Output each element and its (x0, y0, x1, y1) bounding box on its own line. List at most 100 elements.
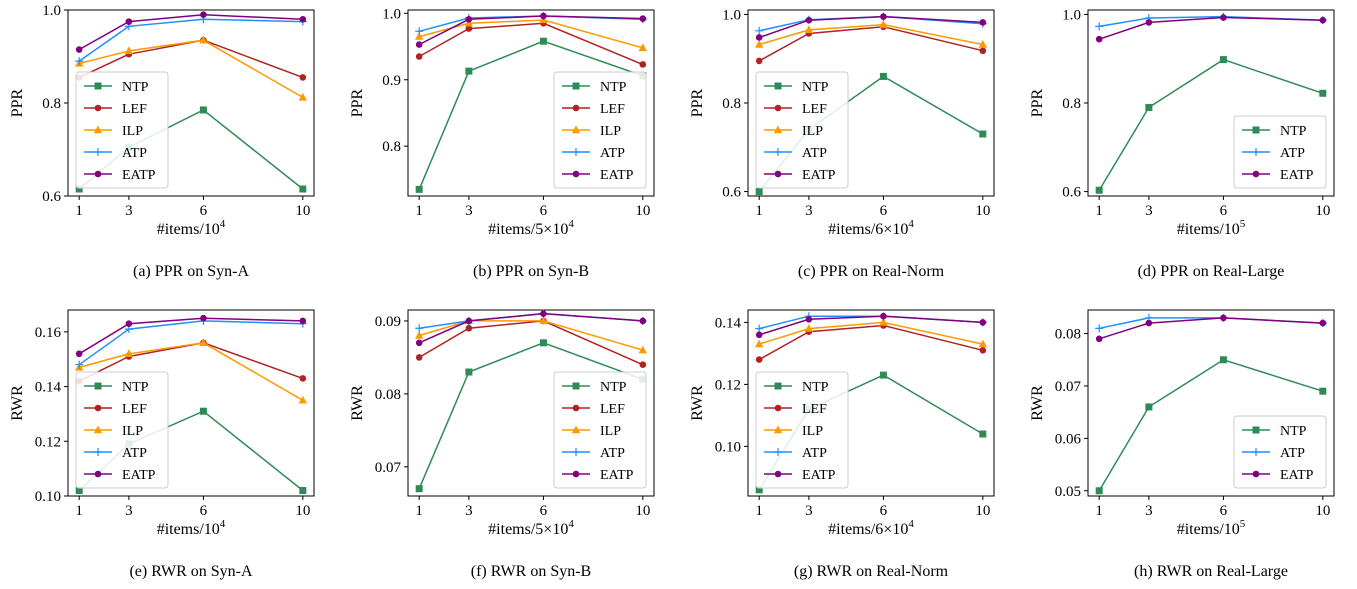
chart-7-series-eatp-line (1098, 317, 1323, 340)
chart-2-legend-box (755, 71, 849, 189)
chart-1-ytick-label-2: 1.0 (382, 6, 401, 22)
chart-6-legend: NTP LEF ILP ATP EATP (755, 371, 849, 489)
chart-4-xtick-label-0: 1 (75, 503, 83, 519)
chart-6-series-eatp (755, 312, 987, 339)
chart-0-xlabel-exp: 4 (220, 218, 226, 230)
chart-1-series-ntp-point-2-marker (539, 37, 547, 45)
chart-4-legend-entry-atp-marker (94, 448, 102, 456)
chart-5-series-ntp-point-0-marker (415, 485, 423, 493)
chart-5-legend-entry-ilp: ILP (562, 424, 621, 439)
chart-2-xtick-label-2: 6 (880, 203, 888, 219)
chart-4-xlabel-main: #items/ (157, 521, 205, 538)
chart-0-ylabel: PPR (9, 88, 26, 117)
chart-1-legend-entry-atp-marker (572, 148, 580, 156)
chart-0-series-eatp-point-2-marker (200, 11, 207, 18)
chart-3-xlabel: #items/105 (1177, 218, 1246, 238)
chart-5-legend-entry-ilp-label: ILP (600, 424, 621, 439)
chart-4-series-ilp-point-2-marker (199, 338, 208, 347)
chart-6-xtick-label-2: 6 (880, 503, 888, 519)
chart-2-series-ilp-point-3-marker (978, 40, 988, 48)
chart-6-series-eatp-line (758, 315, 983, 336)
chart-1-ytick-label-1: 0.9 (382, 73, 401, 89)
chart-1-ylabel: PPR (349, 88, 366, 117)
chart-7-series-eatp (1095, 314, 1327, 343)
chart-0-series-atp (75, 15, 307, 66)
chart-3-ytick-label-1: 0.8 (1062, 96, 1081, 112)
chart-6-legend-entry-eatp-label: EATP (802, 468, 836, 483)
chart-5-series-eatp-point-1-marker (465, 317, 473, 325)
chart-2-series-eatp-point-3-marker (979, 19, 987, 26)
chart-0-xlabel: #items/104 (157, 218, 226, 238)
chart-5-xtick-label-3: 10 (635, 503, 650, 519)
chart-1-series-ntp-point-1-marker (465, 67, 473, 75)
chart-2-series-ntp-point-0-marker (755, 188, 763, 196)
chart-5-series-eatp-point-0-marker (415, 339, 423, 347)
chart-0-series-ilp-line (79, 39, 304, 99)
chart-2-xlabel-base: 10 (892, 221, 908, 238)
chart-4-series-ntp-point-3-marker (299, 487, 307, 495)
chart-3-caption: (d) PPR on Real-Large (1138, 263, 1285, 280)
chart-4-ytick-label-1: 0.12 (35, 434, 61, 450)
chart-7-xtick-label-0: 1 (1095, 503, 1103, 519)
chart-1-xlabel: #items/5×104 (488, 218, 574, 238)
chart-5-xtick-label-0: 1 (415, 503, 423, 519)
chart-6-legend-entry-atp: ATP (764, 446, 827, 461)
chart-4-axes-frame (67, 309, 315, 497)
chart-4-legend-entry-eatp: EATP (84, 468, 156, 483)
chart-0-legend-entry-ilp-marker (93, 125, 103, 134)
chart-0-ytick-label-0: 0.6 (42, 189, 61, 205)
chart-3-series-ntp-point-3-marker (1319, 89, 1327, 97)
chart-2-series-ntp-point-3-marker (979, 130, 987, 138)
chart-4-series-eatp-point-1-marker (125, 320, 133, 327)
chart-4-series-eatp-point-2-marker (200, 314, 207, 322)
chart-2-xlabel-main: #items/6× (828, 221, 892, 238)
chart-1-series-ilp-point-1-marker (464, 18, 474, 27)
chart-6-series-atp (755, 312, 987, 333)
chart-6-legend-entry-ilp-marker (773, 425, 783, 434)
chart-3-xlabel-exp: 5 (1240, 218, 1246, 230)
chart-3-ytick-label-2: 1.0 (1062, 7, 1081, 23)
chart-1-series-ntp-line (418, 40, 644, 190)
chart-6-legend-entry-ntp-label: NTP (802, 380, 829, 395)
chart-6-xtick-label-3: 10 (975, 503, 990, 519)
chart-3-xlabel-main: #items/ (1177, 221, 1225, 238)
chart-2-series-ilp-point-0-marker (754, 40, 764, 48)
chart-7-legend-entry-ntp: NTP (1242, 424, 1307, 439)
chart-5-series-ilp-point-2-marker (539, 316, 548, 325)
chart-2-series-ilp (754, 20, 988, 48)
chart-1-legend-entry-ilp-marker (571, 125, 581, 134)
chart-1-xlabel-base: 10 (552, 221, 568, 238)
chart-1-legend-box (553, 71, 647, 189)
chart-5-ytick-label-2: 0.09 (375, 314, 401, 330)
chart-2-series-ilp-point-1-marker (804, 25, 814, 34)
chart-6-xlabel-base: 10 (892, 521, 908, 538)
chart-1-xtick-label-2: 6 (540, 203, 548, 219)
chart-5-legend-entry-eatp: EATP (562, 468, 634, 483)
chart-5-axes-frame (407, 309, 655, 497)
chart-6-series-lef (755, 322, 987, 363)
chart-0-ytick-label-1: 0.8 (42, 96, 61, 112)
chart-0-legend-entry-ilp: ILP (84, 124, 143, 139)
chart-4-legend-entry-ntp-label: NTP (122, 380, 149, 395)
chart-6-legend-entry-lef: LEF (764, 402, 827, 417)
chart-3-xtick-label-1: 3 (1145, 203, 1153, 219)
chart-3-ylabel: PPR (1029, 88, 1046, 117)
chart-5-xtick-label-2: 6 (540, 503, 548, 519)
chart-2-series-ilp-line (758, 23, 983, 46)
chart-4-xlabel-base: 10 (204, 521, 220, 538)
chart-2-legend-entry-eatp-label: EATP (802, 168, 836, 183)
chart-4-series-lef-line (78, 342, 304, 382)
chart-6-xtick-label-0: 1 (755, 503, 763, 519)
chart-5-legend-entry-lef-marker (572, 404, 580, 412)
chart-7-ytick-label-0: 0.05 (1055, 484, 1081, 500)
chart-3-series-ntp (1095, 56, 1327, 194)
chart-6-legend-entry-eatp: EATP (764, 468, 836, 483)
chart-2-series-ilp-point-2-marker (879, 20, 888, 28)
chart-5-legend-entry-ntp-label: NTP (600, 380, 627, 395)
chart-6-ytick-label-1: 0.12 (715, 377, 741, 393)
chart-3-xtick-label-3: 10 (1315, 203, 1330, 219)
